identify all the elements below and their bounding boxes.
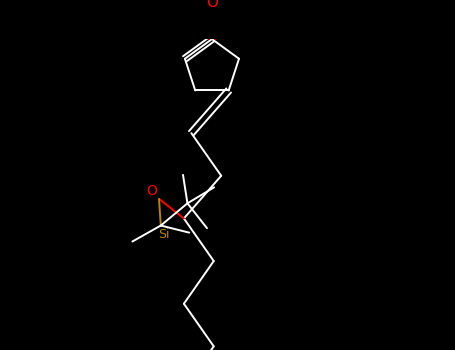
Text: O: O (206, 0, 218, 10)
Text: O: O (147, 184, 157, 198)
Text: Si: Si (158, 228, 169, 241)
